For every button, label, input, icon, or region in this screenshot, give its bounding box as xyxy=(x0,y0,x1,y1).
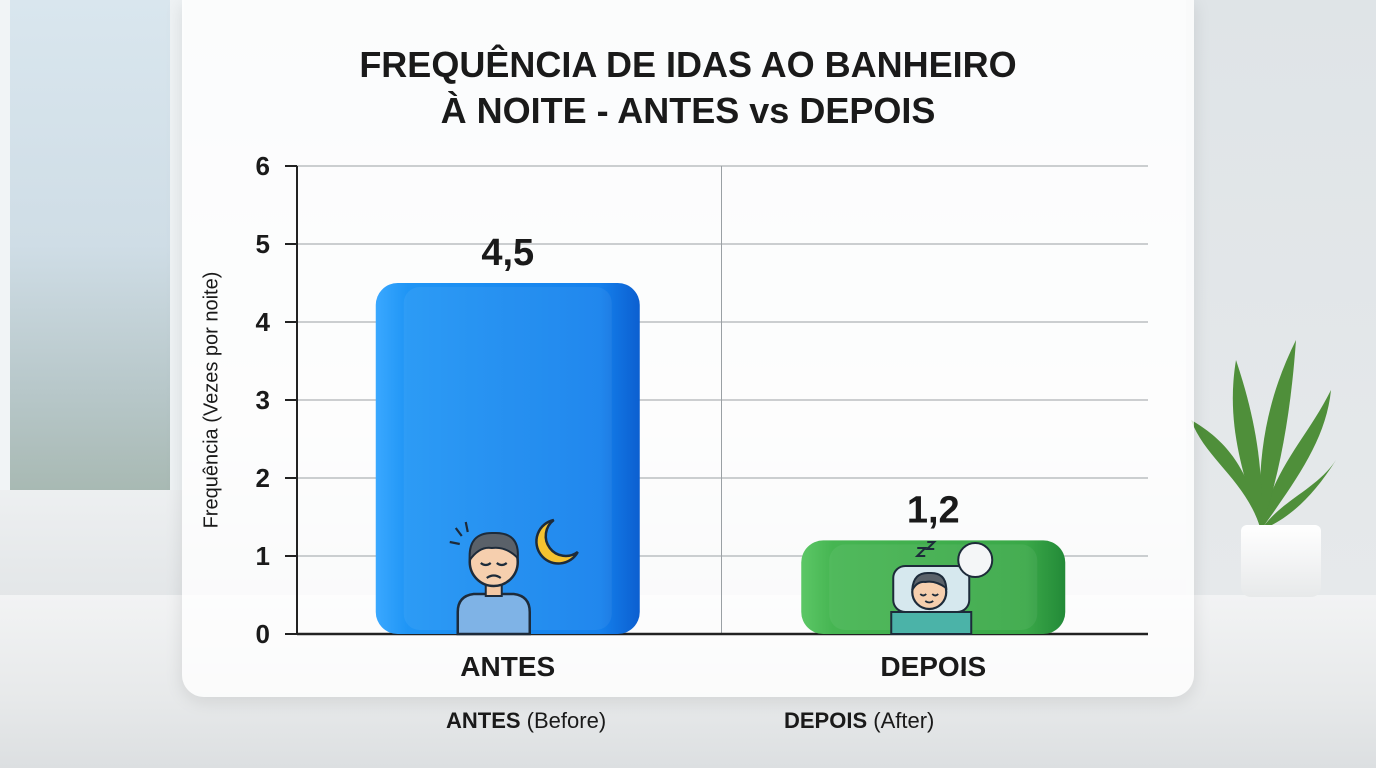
moon-icon xyxy=(535,518,579,565)
footnote-depois-bold: DEPOIS xyxy=(784,708,868,733)
background-window xyxy=(0,0,184,490)
footnote-antes-bold: ANTES xyxy=(446,708,521,733)
y-tick-label-5: 5 xyxy=(256,229,270,259)
icons xyxy=(449,518,994,636)
y-tick-label-6: 6 xyxy=(256,151,270,181)
footnote-depois-rest: (After) xyxy=(867,708,935,733)
y-tick-label-1: 1 xyxy=(256,541,270,571)
y-tick-label-4: 4 xyxy=(256,307,271,337)
person-mouth xyxy=(486,574,502,579)
person-eyes xyxy=(480,562,508,567)
sleeper-hair xyxy=(911,571,948,591)
y-tick-label-0: 0 xyxy=(256,619,270,649)
zz-icon xyxy=(914,541,937,557)
chart-title-line-1: FREQUÊNCIA DE IDAS AO BANHEIRO xyxy=(359,44,1017,85)
stress-marks xyxy=(449,521,469,546)
plant-icon xyxy=(1191,340,1336,530)
blanket xyxy=(890,611,973,635)
sleeper-mouth xyxy=(924,600,934,604)
person-hair xyxy=(468,531,519,563)
y-tick-label-3: 3 xyxy=(256,385,270,415)
sleeper-eyes xyxy=(919,593,939,597)
chart-title: FREQUÊNCIA DE IDAS AO BANHEIRO À NOITE -… xyxy=(182,42,1194,134)
data-label-antes: 4,5 xyxy=(481,232,534,274)
bar-antes xyxy=(375,283,640,634)
x-tick-label-depois: DEPOIS xyxy=(880,651,986,682)
x-tick-label-antes: ANTES xyxy=(460,651,555,682)
plant-pot xyxy=(1241,525,1321,597)
sleeping-person-icon xyxy=(890,541,994,635)
person-shoulders xyxy=(456,592,531,636)
footnote-antes-rest: (Before) xyxy=(520,708,607,733)
tired-person-moon-icon xyxy=(449,518,579,636)
chart-title-line-2: À NOITE - ANTES vs DEPOIS xyxy=(440,90,936,131)
data-label-depois: 1,2 xyxy=(907,489,960,531)
labels: 4,5 ANTES 1,2 DEPOIS xyxy=(460,232,986,682)
footnote-depois: DEPOIS (After) xyxy=(784,708,934,734)
full-moon-icon xyxy=(957,542,994,578)
y-tick-label-2: 2 xyxy=(256,463,270,493)
footnote-antes: ANTES (Before) xyxy=(446,708,606,734)
